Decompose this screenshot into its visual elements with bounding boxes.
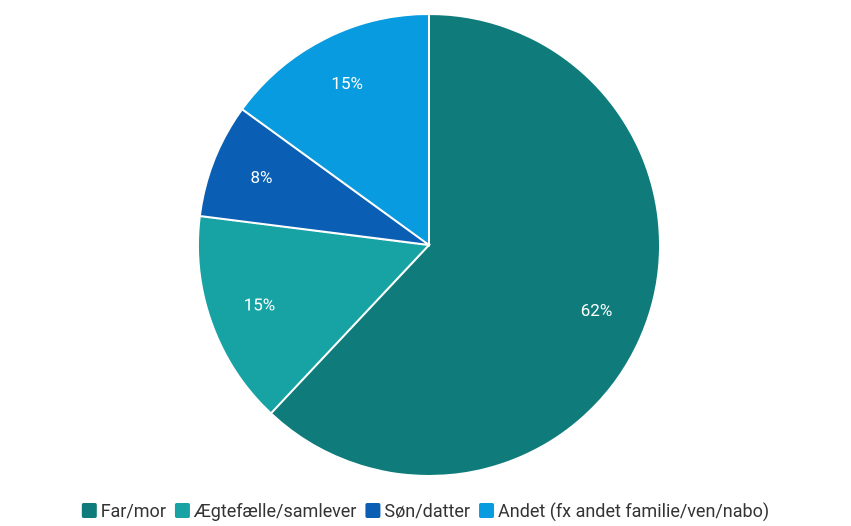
legend-swatch [479,503,495,518]
legend-swatch [174,503,190,518]
legend-swatch [81,503,97,518]
slice-label: 8% [250,168,272,188]
legend-label: Far/mor [101,501,166,522]
pie-slice [198,107,430,246]
legend-label: Søn/datter [384,501,470,522]
slice-label: 15% [331,74,363,94]
legend-swatch [365,503,381,518]
pie-slice [269,12,661,477]
legend-label: Ægtefælle/samlever [193,501,356,522]
pie-slice [197,214,432,415]
pie-slice [240,12,430,247]
legend-label: Andet (fx andet familie/ven/nabo) [498,501,769,522]
slice-label: 62% [581,301,613,321]
slice-label: 15% [244,296,276,316]
